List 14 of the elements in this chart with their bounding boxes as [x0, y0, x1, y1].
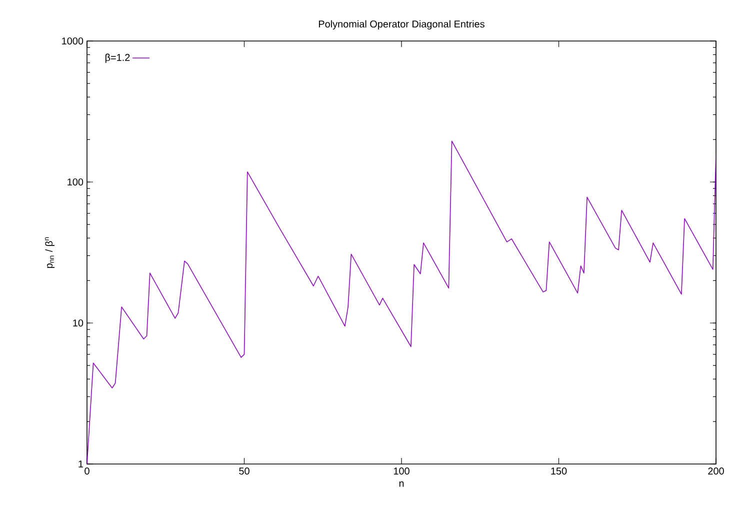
y-tick-label: 1 [78, 460, 84, 468]
x-tick-label: 200 [708, 468, 724, 475]
line-series [87, 140, 716, 464]
y-tick-label: 100 [68, 178, 84, 186]
chart-title: Polynomial Operator Diagonal Entries [318, 20, 484, 30]
x-tick-label: 0 [84, 468, 90, 475]
y-axis-title: p$_{nn}$ / β$^{n}$ [45, 237, 54, 268]
x-tick-label: 50 [239, 468, 250, 475]
legend-label: β=1.2 [105, 54, 130, 63]
y-tick-label: 1000 [62, 37, 84, 45]
x-axis-title: n [399, 481, 404, 487]
y-tick-label: 10 [73, 319, 84, 327]
x-tick-label: 100 [394, 468, 410, 475]
x-tick-label: 150 [551, 468, 567, 475]
